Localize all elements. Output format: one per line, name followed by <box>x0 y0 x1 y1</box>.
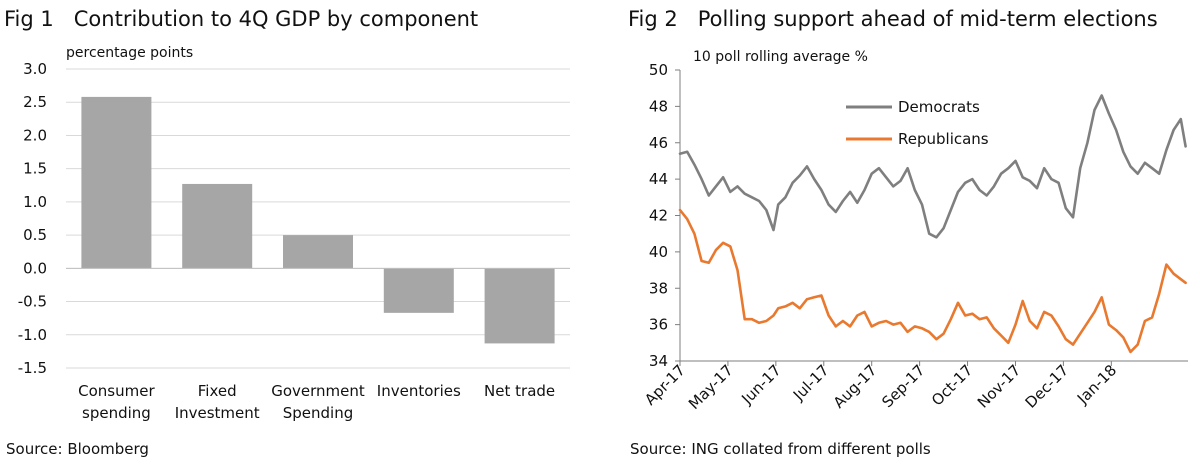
figure-2-title: Fig 2 Polling support ahead of mid-term e… <box>628 7 1158 31</box>
y-tick-label: 0.0 <box>23 259 47 277</box>
figure-1-source: Source: Bloomberg <box>6 440 149 458</box>
y-tick-label: 36 <box>649 316 668 334</box>
x-tick-label: Nov-17 <box>974 361 1024 411</box>
category-label: Fixed <box>198 382 237 400</box>
bar-4 <box>484 268 555 344</box>
bar-3 <box>383 268 454 313</box>
legend-label-democrats: Democrats <box>898 98 980 116</box>
y-tick-label: 34 <box>649 352 668 370</box>
y-tick-label: 42 <box>649 207 668 225</box>
category-label: Net trade <box>484 382 555 400</box>
figure-2-label: Fig 2 <box>628 7 678 31</box>
figure-1-panel: Fig 1 Contribution to 4Q GDP by component… <box>4 7 570 458</box>
category-label: Consumer <box>78 382 155 400</box>
legend-label-republicans: Republicans <box>898 130 989 148</box>
category-label: Spending <box>283 404 354 422</box>
y-tick-label: 1.5 <box>23 160 47 178</box>
y-tick-label: 0.5 <box>23 226 47 244</box>
y-tick-label: 40 <box>649 243 668 261</box>
figure-2-unit-label: 10 poll rolling average % <box>693 49 868 65</box>
x-tick-label: Aug-17 <box>830 361 881 412</box>
category-label: spending <box>82 404 151 422</box>
figure-2-panel: Fig 2 Polling support ahead of mid-term e… <box>600 0 1200 464</box>
x-tick-label: Sep-17 <box>878 361 928 411</box>
x-tick-label: Jan-18 <box>1073 361 1120 408</box>
y-tick-label: 50 <box>649 61 668 79</box>
y-tick-label: 3.0 <box>23 60 47 78</box>
figure-2-source: Source: ING collated from different poll… <box>630 440 931 458</box>
x-tick-label: May-17 <box>685 361 737 413</box>
series-line-democrats <box>678 94 1187 239</box>
bar-1 <box>182 183 253 269</box>
y-tick-label: -0.5 <box>18 293 47 311</box>
y-tick-label: -1.0 <box>18 326 47 344</box>
y-tick-label: 1.0 <box>23 193 47 211</box>
figure-1-title: Fig 1 Contribution to 4Q GDP by component <box>4 7 478 31</box>
figure-1-unit-label: percentage points <box>66 45 194 61</box>
category-label: Inventories <box>377 382 461 400</box>
bar-2 <box>283 235 353 269</box>
x-tick-label: Jul-17 <box>789 361 833 405</box>
category-label: Government <box>271 382 365 400</box>
x-tick-label: Jun-17 <box>737 361 784 408</box>
y-tick-label: 46 <box>649 134 668 152</box>
y-tick-label: 48 <box>649 97 668 115</box>
y-tick-label: 44 <box>649 170 668 188</box>
y-tick-label: -1.5 <box>18 359 47 377</box>
category-label: Investment <box>175 404 260 422</box>
series-line-republicans <box>678 208 1187 354</box>
bar-0 <box>81 96 152 269</box>
y-tick-label: 2.5 <box>23 93 47 111</box>
x-tick-label: Dec-17 <box>1022 361 1073 412</box>
figure-1-bar-chart: 3.0 2.5 2.0 1.5 1.0 0.5 0.0 -0.5 -1.0 -1.5 Consume… <box>18 60 570 422</box>
y-tick-label: 38 <box>649 279 668 297</box>
figure-2-title-text: Polling support ahead of mid-term electi… <box>697 7 1158 31</box>
y-tick-label: 2.0 <box>23 126 47 144</box>
x-tick-label: Oct-17 <box>928 361 976 409</box>
figure-1-label: Fig 1 <box>4 7 54 31</box>
figure-1-title-text: Contribution to 4Q GDP by component <box>73 7 479 31</box>
